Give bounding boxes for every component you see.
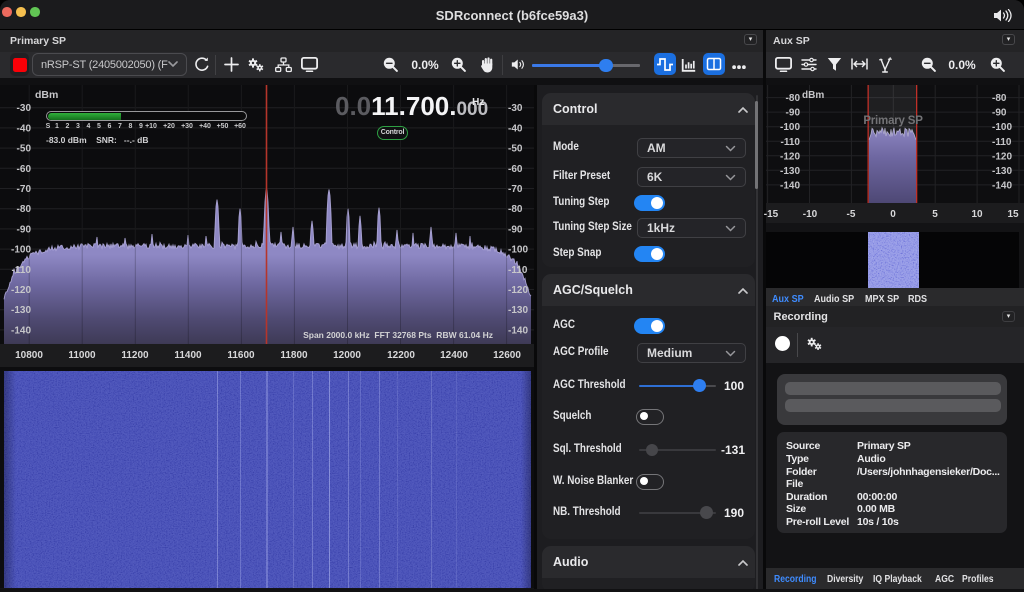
svg-text:-110: -110 [508, 265, 528, 276]
svg-text:-50: -50 [508, 144, 523, 155]
svg-text:-130: -130 [992, 166, 1012, 177]
svg-text:-100: -100 [508, 245, 528, 256]
svg-text:-120: -120 [992, 151, 1012, 162]
svg-text:-140: -140 [11, 325, 31, 336]
svg-text:-80: -80 [992, 93, 1007, 104]
svg-text:-30: -30 [508, 103, 523, 114]
svg-text:-130: -130 [11, 305, 31, 316]
svg-text:Span 2000.0 kHz FFT 32768 Pts: Span 2000.0 kHz FFT 32768 Pts RBW 61.04 … [303, 330, 493, 340]
svg-text:dBm: dBm [802, 90, 824, 101]
svg-text:-130: -130 [508, 305, 528, 316]
svg-text:-80: -80 [17, 204, 32, 215]
svg-text:-110: -110 [12, 265, 32, 276]
svg-text:-140: -140 [508, 325, 528, 336]
svg-text:-100: -100 [11, 245, 31, 256]
svg-text:-80: -80 [786, 93, 801, 104]
svg-text:-90: -90 [508, 224, 523, 235]
svg-text:-60: -60 [508, 164, 523, 175]
svg-text:-100: -100 [780, 122, 800, 133]
svg-text:-140: -140 [780, 180, 800, 191]
svg-text:-80: -80 [508, 204, 523, 215]
svg-text:-130: -130 [780, 166, 800, 177]
svg-text:-120: -120 [780, 151, 800, 162]
svg-text:-70: -70 [17, 184, 32, 195]
svg-text:-30: -30 [17, 103, 32, 114]
svg-text:-110: -110 [781, 137, 801, 148]
svg-text:dBm: dBm [35, 89, 58, 101]
svg-text:-50: -50 [17, 144, 32, 155]
svg-text:Primary SP: Primary SP [863, 115, 923, 127]
svg-text:-40: -40 [17, 123, 32, 134]
svg-text:-90: -90 [786, 108, 801, 119]
svg-text:-140: -140 [992, 180, 1012, 191]
svg-text:-100: -100 [992, 122, 1012, 133]
svg-text:-40: -40 [508, 123, 523, 134]
svg-text:-120: -120 [508, 285, 528, 296]
svg-text:-110: -110 [992, 137, 1012, 148]
svg-text:-70: -70 [508, 184, 523, 195]
svg-text:-90: -90 [17, 224, 32, 235]
svg-text:-90: -90 [992, 108, 1007, 119]
svg-text:-120: -120 [11, 285, 31, 296]
svg-text:-60: -60 [17, 164, 32, 175]
